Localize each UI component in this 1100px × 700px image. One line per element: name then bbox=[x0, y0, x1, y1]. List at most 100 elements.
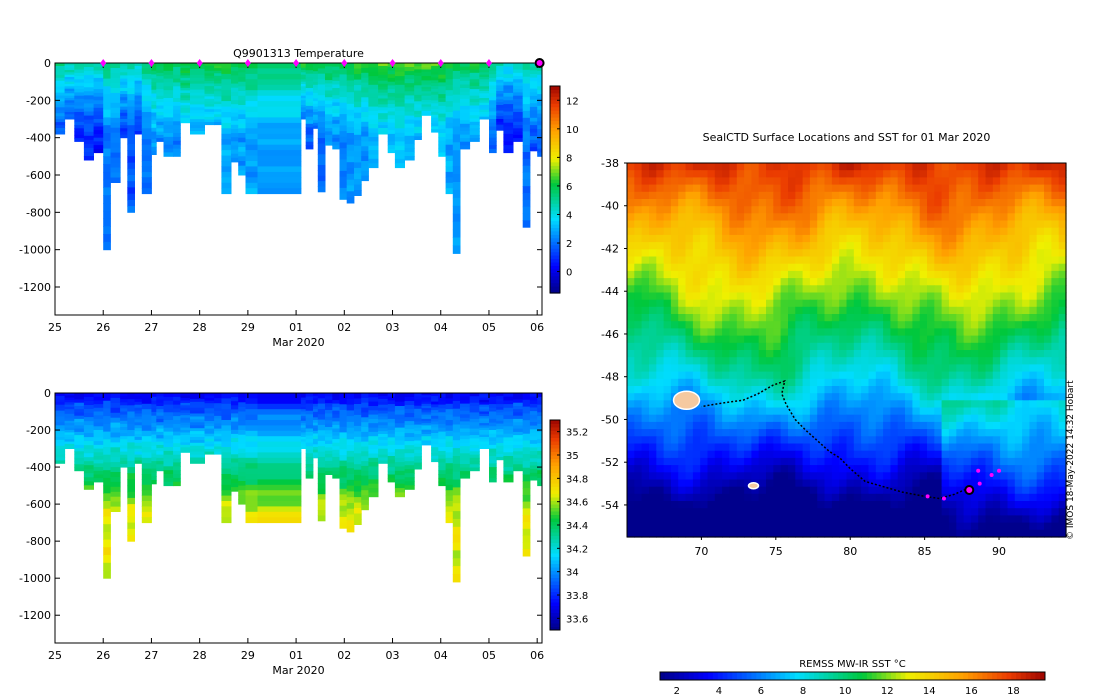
sst-cell bbox=[963, 306, 972, 315]
sst-cell bbox=[744, 184, 752, 193]
sst-cell bbox=[758, 328, 767, 337]
profile-cell bbox=[445, 409, 454, 416]
profile-cell bbox=[421, 401, 432, 405]
profile-cell bbox=[305, 467, 314, 472]
sst-cell bbox=[641, 350, 650, 358]
profile-cell bbox=[173, 439, 181, 444]
sst-cell bbox=[824, 256, 833, 265]
profile-cell bbox=[452, 213, 461, 223]
profile-cell bbox=[325, 420, 333, 425]
profile-cell bbox=[173, 148, 181, 153]
profile-cell bbox=[378, 419, 389, 423]
profile-cell bbox=[513, 69, 524, 74]
colorbar-cell bbox=[550, 542, 560, 547]
sst-cell bbox=[846, 256, 855, 265]
sst-cell bbox=[758, 227, 767, 236]
profile-cell bbox=[513, 138, 524, 142]
sst-cell bbox=[1051, 249, 1060, 258]
profile-cell bbox=[151, 89, 157, 94]
profile-cell bbox=[431, 100, 439, 104]
sst-cell bbox=[956, 314, 965, 322]
sst-cell bbox=[927, 234, 935, 243]
profile-cell bbox=[141, 506, 152, 513]
colorbar-cell bbox=[550, 560, 560, 564]
profile-cell bbox=[404, 103, 415, 108]
sst-cell bbox=[948, 163, 957, 171]
sst-cell bbox=[1014, 242, 1023, 250]
profile-cell bbox=[325, 464, 333, 469]
sst-cell bbox=[809, 292, 818, 301]
profile-cell bbox=[141, 479, 152, 486]
sst-cell bbox=[897, 314, 906, 322]
profile-cell bbox=[257, 177, 302, 184]
sst-cell bbox=[868, 357, 877, 365]
profile-cell bbox=[585, 569, 593, 579]
sst-cell bbox=[751, 321, 760, 329]
profile-cell bbox=[578, 412, 586, 417]
profile-cell bbox=[332, 421, 340, 426]
profile-cell bbox=[414, 104, 422, 109]
sst-cell bbox=[692, 227, 701, 236]
profile-cell bbox=[578, 124, 586, 129]
profile-cell bbox=[221, 425, 232, 432]
profile-cell bbox=[452, 503, 461, 512]
sst-cell bbox=[1014, 328, 1023, 337]
profile-cell bbox=[313, 114, 319, 118]
sst-cell bbox=[970, 321, 979, 329]
profile-cell bbox=[156, 98, 164, 103]
sst-cell bbox=[707, 227, 716, 236]
profile-cell bbox=[578, 453, 586, 458]
profile-cell bbox=[404, 99, 415, 104]
profile-cell bbox=[317, 403, 326, 410]
sst-cell bbox=[934, 278, 943, 286]
profile-cell bbox=[394, 115, 405, 121]
profile-cell bbox=[404, 481, 415, 486]
profile-cell bbox=[549, 393, 557, 398]
sst-cell bbox=[1029, 256, 1038, 265]
profile-cell bbox=[537, 109, 542, 115]
sst-cell bbox=[744, 199, 752, 207]
profile-cell bbox=[180, 444, 191, 448]
profile-cell bbox=[325, 410, 333, 414]
profile-cell bbox=[55, 71, 66, 76]
profile-cell bbox=[549, 72, 557, 77]
sst-cell bbox=[729, 220, 738, 229]
sst-cell bbox=[948, 350, 957, 358]
sst-cell bbox=[663, 350, 672, 358]
profile-cell bbox=[378, 398, 389, 403]
sst-cell bbox=[927, 364, 935, 373]
profile-cell bbox=[151, 139, 157, 144]
profile-cell bbox=[404, 421, 415, 426]
sst-cell bbox=[1051, 227, 1060, 236]
profile-cell bbox=[557, 72, 565, 77]
profile-cell bbox=[55, 116, 66, 120]
sst-cell bbox=[875, 163, 884, 171]
sst-cell bbox=[773, 213, 782, 222]
profile-cell bbox=[404, 115, 415, 121]
profile-cell bbox=[542, 520, 550, 530]
profile-cell bbox=[173, 78, 181, 83]
profile-cell bbox=[361, 407, 369, 413]
sst-cell bbox=[751, 364, 760, 373]
profile-cell bbox=[221, 430, 232, 437]
profile-cell bbox=[489, 441, 497, 446]
profile-cell bbox=[537, 70, 542, 76]
profile-cell bbox=[489, 111, 497, 116]
profile-cell bbox=[529, 84, 538, 90]
profile-cell bbox=[64, 430, 75, 433]
profile-cell bbox=[190, 101, 205, 105]
profile-cell bbox=[180, 400, 191, 404]
sst-cell bbox=[641, 270, 650, 279]
profile-cell bbox=[346, 450, 355, 458]
profile-cell bbox=[394, 106, 405, 112]
colorbar-cell bbox=[550, 521, 560, 526]
profile-cell bbox=[151, 70, 157, 75]
profile-cell bbox=[469, 396, 480, 400]
profile-cell bbox=[204, 98, 215, 102]
sst-cell bbox=[670, 220, 679, 229]
sst-cell bbox=[934, 227, 943, 236]
sst-cell bbox=[809, 364, 818, 373]
profile-cell bbox=[522, 454, 531, 462]
sst-cell bbox=[919, 249, 928, 258]
profile-cell bbox=[221, 441, 232, 448]
